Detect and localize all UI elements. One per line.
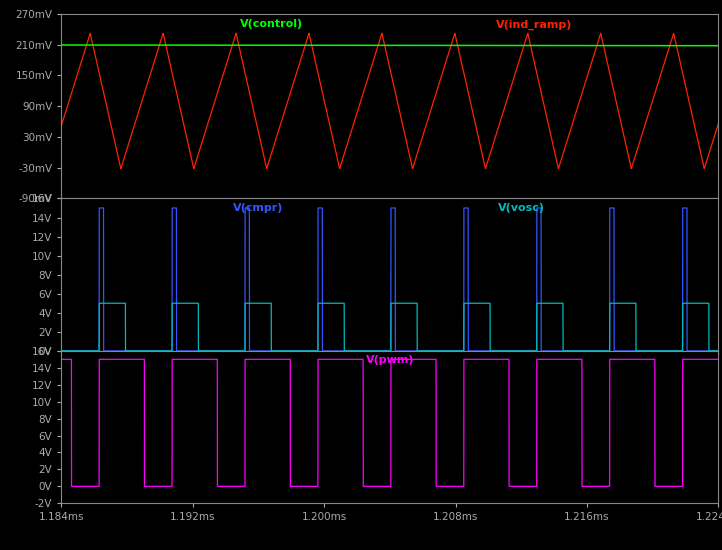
- Text: V(control): V(control): [240, 19, 303, 29]
- Text: V(vosc): V(vosc): [497, 203, 545, 213]
- Text: V(cmpr): V(cmpr): [233, 203, 284, 213]
- Text: V(ind_ramp): V(ind_ramp): [496, 19, 573, 30]
- Text: V(pwm): V(pwm): [365, 355, 414, 365]
